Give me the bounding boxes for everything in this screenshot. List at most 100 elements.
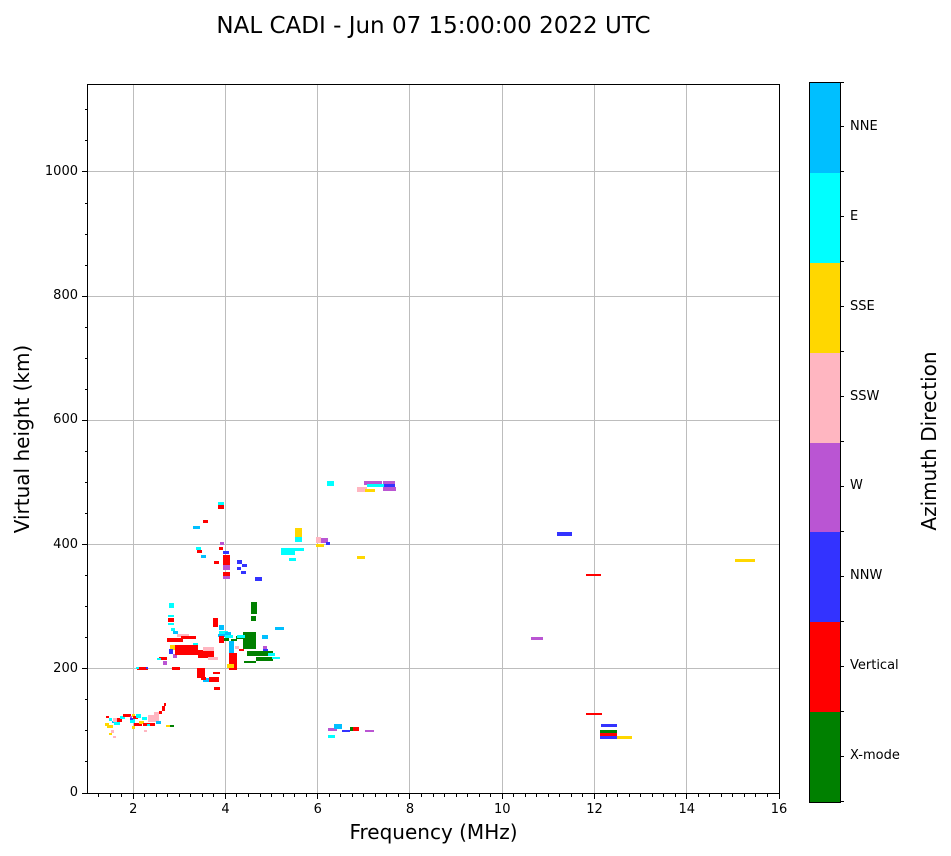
data-point <box>556 531 573 537</box>
data-point <box>201 554 206 558</box>
x-minor-tick <box>444 793 446 797</box>
data-point <box>294 528 303 538</box>
data-point <box>244 660 256 664</box>
x-minor-tick <box>155 793 157 797</box>
colorbar-segment-w <box>810 442 840 533</box>
data-point <box>214 561 219 565</box>
x-minor-tick <box>167 793 169 797</box>
y-minor-tick <box>84 264 88 266</box>
data-point <box>193 525 201 529</box>
data-point <box>156 720 161 724</box>
data-point <box>157 657 161 661</box>
data-point <box>133 716 138 720</box>
colorbar-tick <box>840 126 844 128</box>
colorbar-tick <box>840 485 844 487</box>
data-point <box>110 729 115 734</box>
colorbar-segment-label: NNE <box>850 118 878 134</box>
x-minor-tick <box>651 793 653 797</box>
data-point <box>599 729 617 734</box>
data-point <box>294 536 303 543</box>
x-minor-tick <box>121 793 123 797</box>
data-point <box>105 715 109 719</box>
y-major-tick <box>82 668 88 670</box>
data-point <box>173 653 178 658</box>
x-minor-tick <box>524 793 526 797</box>
x-minor-tick <box>236 793 238 797</box>
data-point <box>136 714 142 718</box>
y-minor-tick <box>84 637 88 639</box>
data-point <box>353 726 360 732</box>
data-point <box>255 576 263 581</box>
chart-title: NAL CADI - Jun 07 15:00:00 2022 UTC <box>216 13 651 39</box>
data-point <box>334 724 342 729</box>
x-gridline <box>224 85 226 793</box>
data-point <box>357 556 365 559</box>
data-point <box>148 715 160 722</box>
data-point <box>599 733 617 737</box>
y-tick-label: 200 <box>53 660 78 676</box>
y-gridline <box>88 668 779 670</box>
data-point <box>112 718 117 723</box>
x-major-tick <box>224 793 226 799</box>
data-point <box>223 571 230 576</box>
data-point <box>246 651 274 657</box>
data-point <box>275 626 284 630</box>
colorbar-boundary-tick <box>840 171 844 173</box>
data-point <box>111 720 115 724</box>
data-point <box>228 641 235 665</box>
data-point <box>349 726 355 732</box>
data-point <box>382 486 396 491</box>
x-tick-label: 10 <box>493 802 511 817</box>
x-minor-tick <box>732 793 734 797</box>
colorbar-segment-vertical <box>810 622 840 713</box>
colorbar-tick <box>840 396 844 398</box>
colorbar-segment-label: SSE <box>850 298 875 314</box>
x-minor-tick <box>743 793 745 797</box>
x-major-tick <box>409 793 411 799</box>
x-minor-tick <box>455 793 457 797</box>
data-point <box>327 728 338 731</box>
data-point <box>203 647 215 651</box>
data-point <box>133 723 142 726</box>
data-point <box>599 735 617 739</box>
data-point <box>168 649 174 654</box>
x-minor-tick <box>374 793 376 797</box>
data-point <box>154 711 160 718</box>
plot-area <box>88 85 779 793</box>
data-point <box>255 656 273 662</box>
data-point <box>202 520 209 524</box>
x-minor-tick <box>432 793 434 797</box>
x-minor-tick <box>397 793 399 797</box>
data-point <box>129 719 135 723</box>
colorbar-boundary-tick <box>840 800 844 802</box>
colorbar-segment-nnw <box>810 532 840 623</box>
x-major-tick <box>317 793 319 799</box>
colorbar-segment-e <box>810 172 840 263</box>
data-point <box>166 724 171 728</box>
x-minor-tick <box>190 793 192 797</box>
data-point <box>289 557 297 562</box>
data-point <box>105 722 109 726</box>
x-minor-tick <box>98 793 100 797</box>
data-point <box>234 646 240 650</box>
data-point <box>132 714 136 717</box>
data-point <box>114 722 120 725</box>
data-point <box>217 502 224 506</box>
data-point <box>223 551 230 555</box>
x-major-tick <box>593 793 595 799</box>
colorbar-tick <box>840 575 844 577</box>
data-point <box>213 617 219 627</box>
data-point <box>108 732 112 736</box>
y-minor-tick <box>84 730 88 732</box>
y-major-tick <box>82 295 88 297</box>
y-minor-tick <box>84 450 88 452</box>
colorbar-segment-label: SSW <box>850 388 880 404</box>
colorbar-label: Azimuth Direction <box>917 351 941 531</box>
x-minor-tick <box>340 793 342 797</box>
x-minor-tick <box>386 793 388 797</box>
data-point <box>119 716 125 720</box>
data-point <box>316 537 321 543</box>
x-major-tick <box>501 793 503 799</box>
y-minor-tick <box>84 357 88 359</box>
x-minor-tick <box>640 793 642 797</box>
